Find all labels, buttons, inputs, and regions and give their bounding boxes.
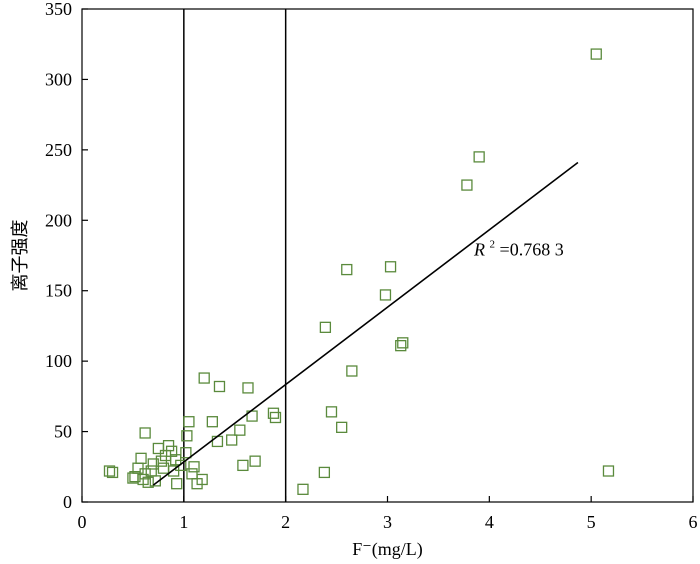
data-point: [139, 468, 151, 480]
data-point: [135, 452, 147, 464]
data-point: [183, 416, 195, 428]
data-point: [213, 380, 226, 393]
y-tick-label: 0: [63, 492, 72, 512]
y-tick-label: 250: [45, 140, 72, 160]
plot-frame: [81, 8, 694, 503]
x-tick-label: 5: [587, 512, 596, 532]
data-point: [461, 179, 473, 191]
data-point: [237, 459, 249, 472]
data-point: [234, 424, 246, 436]
data-points: [103, 48, 615, 495]
x-tick-label: 4: [485, 512, 494, 532]
data-point: [384, 261, 397, 273]
data-point: [319, 321, 332, 333]
data-point: [249, 455, 261, 467]
data-point: [171, 478, 183, 490]
data-point: [142, 476, 154, 488]
data-point: [397, 337, 409, 349]
data-point: [602, 465, 615, 477]
data-point: [188, 461, 200, 473]
y-axis-ticks: 0 50 100 150 200 250 300 350: [45, 0, 88, 512]
r-squared-superscript: 2: [490, 239, 496, 251]
data-point: [269, 411, 282, 424]
data-point: [175, 459, 187, 472]
data-point: [473, 151, 485, 163]
x-tick-label: 1: [179, 512, 188, 532]
r-squared-value: =0.768 3: [500, 240, 564, 260]
y-axis-title: 离子强度: [10, 220, 30, 292]
data-point: [211, 435, 224, 448]
x-axis-title: F⁻(mg/L): [352, 539, 423, 560]
data-point: [297, 483, 309, 495]
data-point: [395, 339, 407, 352]
data-point: [103, 465, 116, 477]
trendline: [152, 161, 579, 486]
data-point: [346, 365, 358, 377]
y-tick-label: 350: [45, 0, 72, 19]
data-point: [325, 406, 338, 418]
data-point: [242, 382, 254, 394]
data-point: [336, 421, 348, 433]
data-point: [198, 372, 210, 384]
data-point: [379, 289, 392, 301]
x-tick-label: 2: [281, 512, 290, 532]
data-point: [318, 466, 331, 479]
data-point: [590, 48, 602, 60]
x-tick-label: 3: [383, 512, 392, 532]
y-tick-label: 50: [54, 422, 72, 442]
y-tick-label: 300: [45, 69, 72, 89]
data-point: [226, 434, 238, 446]
data-point: [180, 447, 192, 459]
data-point: [341, 263, 353, 276]
x-axis-ticks: 0 1 2 3 4 5 6: [78, 496, 698, 532]
data-point: [165, 445, 178, 457]
data-point: [139, 427, 151, 439]
data-point: [181, 430, 193, 442]
data-point: [206, 416, 218, 428]
x-tick-label: 0: [78, 512, 87, 532]
data-point: [149, 475, 161, 487]
data-point: [196, 473, 208, 486]
data-point: [267, 407, 280, 419]
data-point: [152, 442, 165, 455]
data-point: [106, 466, 119, 479]
r-squared-annotation: R 2 =0.768 3: [473, 232, 564, 260]
y-tick-label: 150: [45, 281, 72, 301]
r-squared-symbol: R: [473, 240, 485, 260]
y-tick-label: 100: [45, 351, 72, 371]
x-tick-label: 6: [689, 512, 698, 532]
y-tick-label: 200: [45, 210, 72, 230]
data-point: [246, 410, 258, 422]
